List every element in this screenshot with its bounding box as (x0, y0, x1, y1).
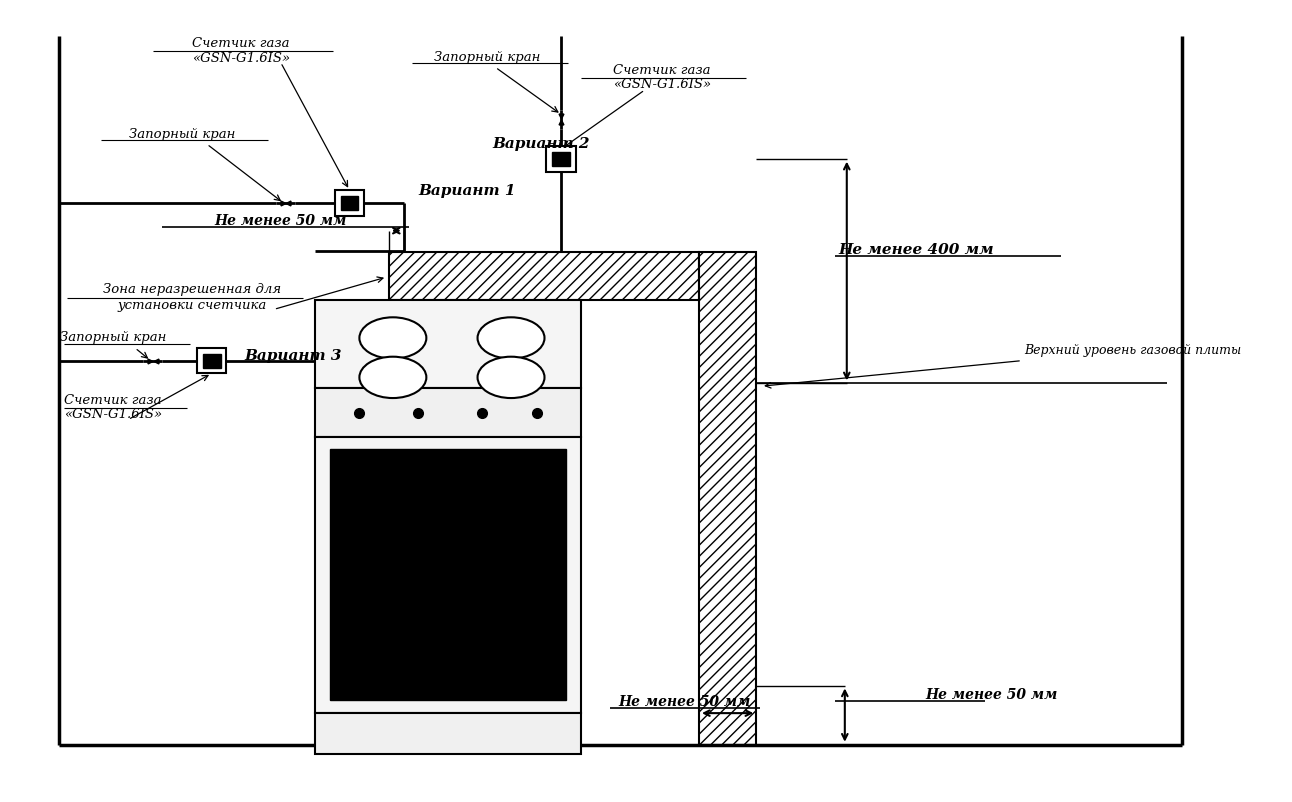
Ellipse shape (359, 357, 426, 398)
Text: Не менее 50 мм: Не менее 50 мм (214, 214, 346, 228)
Text: установки счетчика: установки счетчика (118, 299, 266, 312)
Ellipse shape (359, 318, 426, 358)
Text: Не менее 50 мм: Не менее 50 мм (925, 688, 1058, 703)
Text: Запорный кран: Запорный кран (434, 51, 540, 64)
Text: Счетчик газа: Счетчик газа (193, 37, 289, 50)
Text: Верхний уровень газовой плиты: Верхний уровень газовой плиты (1025, 344, 1242, 357)
Text: «GSN-G1.6IS»: «GSN-G1.6IS» (65, 408, 163, 421)
Bar (315, 437, 581, 713)
Bar (315, 713, 581, 755)
Ellipse shape (478, 318, 544, 358)
Text: Не менее 400 мм: Не менее 400 мм (839, 243, 994, 257)
Text: Зона неразрешенная для: Зона неразрешенная для (103, 283, 282, 296)
Text: Не менее 50 мм: Не менее 50 мм (618, 695, 751, 709)
Text: Вариант 1: Вариант 1 (419, 184, 516, 198)
Bar (203, 354, 221, 367)
Bar (329, 449, 566, 700)
Bar (389, 253, 699, 300)
Bar (341, 196, 358, 210)
Text: «GSN-G1.6IS»: «GSN-G1.6IS» (612, 79, 711, 91)
Bar (553, 152, 570, 166)
Text: Вариант 3: Вариант 3 (244, 349, 341, 363)
Bar (547, 146, 576, 172)
Bar (196, 348, 226, 374)
Bar (335, 190, 364, 216)
Bar (315, 300, 581, 388)
Text: Вариант 2: Вариант 2 (492, 137, 590, 151)
Ellipse shape (478, 357, 544, 398)
Text: «GSN-G1.6IS»: «GSN-G1.6IS» (193, 52, 291, 65)
Text: Счетчик газа: Счетчик газа (612, 63, 711, 77)
Text: Запорный кран: Запорный кран (59, 331, 167, 345)
Text: Счетчик газа: Счетчик газа (65, 394, 162, 407)
Bar (315, 388, 581, 437)
Text: Запорный кран: Запорный кран (129, 128, 235, 140)
Bar (699, 253, 756, 744)
